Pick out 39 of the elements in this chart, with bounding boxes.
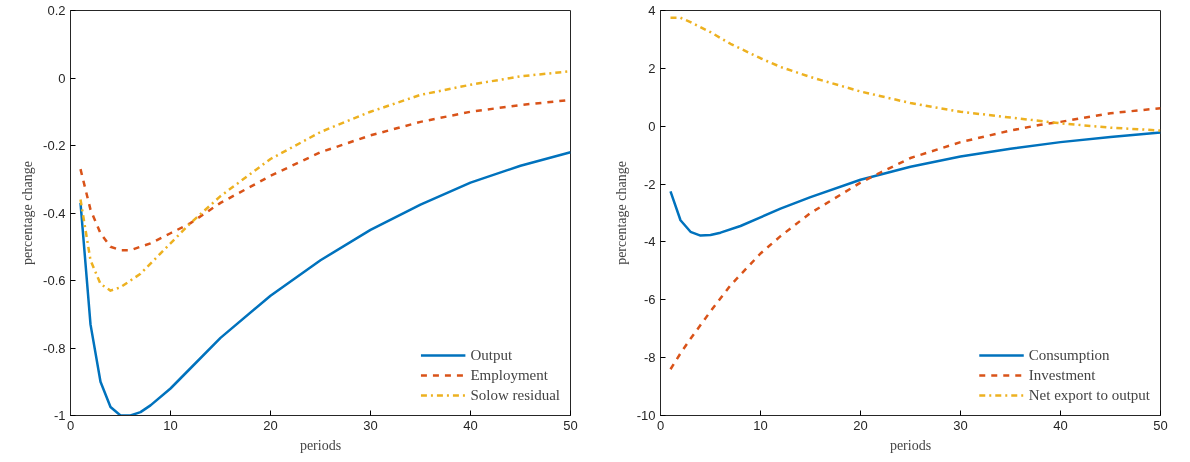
x-tick-label: 20 <box>853 417 868 433</box>
line-series <box>669 107 1161 371</box>
y-tick-label: -0.8 <box>43 340 66 356</box>
legend-label: Net export to output <box>1028 386 1150 404</box>
y-tick-label: -8 <box>643 350 656 366</box>
x-axis-title: periods <box>299 437 342 453</box>
x-tick-label: 10 <box>753 417 768 433</box>
y-tick-label: 2 <box>648 60 656 76</box>
x-tick-label: 30 <box>953 417 968 433</box>
legend-label: Output <box>470 346 513 364</box>
x-tick-label: 20 <box>263 417 278 433</box>
legend-label: Employment <box>470 366 548 384</box>
line-series <box>79 151 571 416</box>
y-tick-label: -10 <box>636 408 656 423</box>
y-tick-label: 4 <box>648 3 656 18</box>
x-tick-label: 40 <box>1053 417 1068 433</box>
y-tick-label: 0 <box>58 70 66 86</box>
line-series <box>669 131 1161 237</box>
x-tick-label: 50 <box>563 417 578 433</box>
x-axis-title: periods <box>889 437 932 453</box>
y-tick-label: -0.2 <box>43 138 66 153</box>
legend-label: Consumption <box>1028 346 1110 364</box>
y-tick-label: 0.2 <box>47 3 66 18</box>
y-tick-label: -1 <box>53 408 66 423</box>
y-tick-label: -0.6 <box>43 273 66 288</box>
y-tick-label: -2 <box>643 176 656 192</box>
y-tick-label: -0.4 <box>43 205 66 221</box>
x-tick-label: 10 <box>163 417 178 433</box>
line-series <box>669 16 1161 132</box>
legend-label: Solow residual <box>470 386 560 404</box>
x-tick-label: 30 <box>363 417 378 433</box>
y-tick-label: -4 <box>643 234 656 250</box>
y-axis-title: percentage change <box>613 161 629 265</box>
y-axis-title: percentage change <box>20 161 36 265</box>
x-tick-label: 50 <box>1153 417 1168 433</box>
legend-label: Investment <box>1028 366 1096 384</box>
y-tick-label: 0 <box>648 118 656 134</box>
x-tick-label: 40 <box>463 417 478 433</box>
y-tick-label: -6 <box>643 292 656 308</box>
